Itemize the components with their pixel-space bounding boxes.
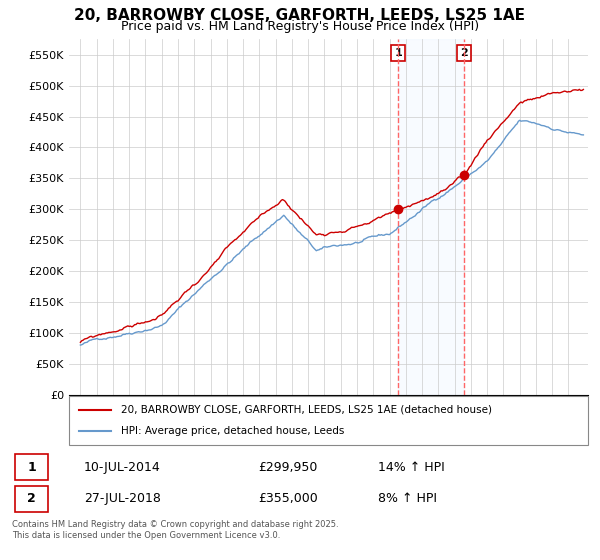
Text: 8% ↑ HPI: 8% ↑ HPI [378, 492, 437, 505]
Text: 1: 1 [27, 461, 36, 474]
FancyBboxPatch shape [15, 486, 48, 512]
Text: 20, BARROWBY CLOSE, GARFORTH, LEEDS, LS25 1AE: 20, BARROWBY CLOSE, GARFORTH, LEEDS, LS2… [74, 8, 526, 24]
Text: 10-JUL-2014: 10-JUL-2014 [84, 461, 161, 474]
Bar [398, 39, 464, 395]
Text: £299,950: £299,950 [258, 461, 317, 474]
Text: 14% ↑ HPI: 14% ↑ HPI [378, 461, 445, 474]
Text: 20, BARROWBY CLOSE, GARFORTH, LEEDS, LS25 1AE (detached house): 20, BARROWBY CLOSE, GARFORTH, LEEDS, LS2… [121, 405, 492, 415]
FancyBboxPatch shape [15, 455, 48, 480]
Text: HPI: Average price, detached house, Leeds: HPI: Average price, detached house, Leed… [121, 426, 344, 436]
FancyBboxPatch shape [69, 396, 588, 445]
Text: £355,000: £355,000 [258, 492, 318, 505]
Text: 1: 1 [394, 48, 402, 58]
Text: Price paid vs. HM Land Registry's House Price Index (HPI): Price paid vs. HM Land Registry's House … [121, 20, 479, 33]
Text: Contains HM Land Registry data © Crown copyright and database right 2025.
This d: Contains HM Land Registry data © Crown c… [12, 520, 338, 539]
Text: 2: 2 [27, 492, 36, 505]
Text: 27-JUL-2018: 27-JUL-2018 [84, 492, 161, 505]
Text: 2: 2 [460, 48, 468, 58]
